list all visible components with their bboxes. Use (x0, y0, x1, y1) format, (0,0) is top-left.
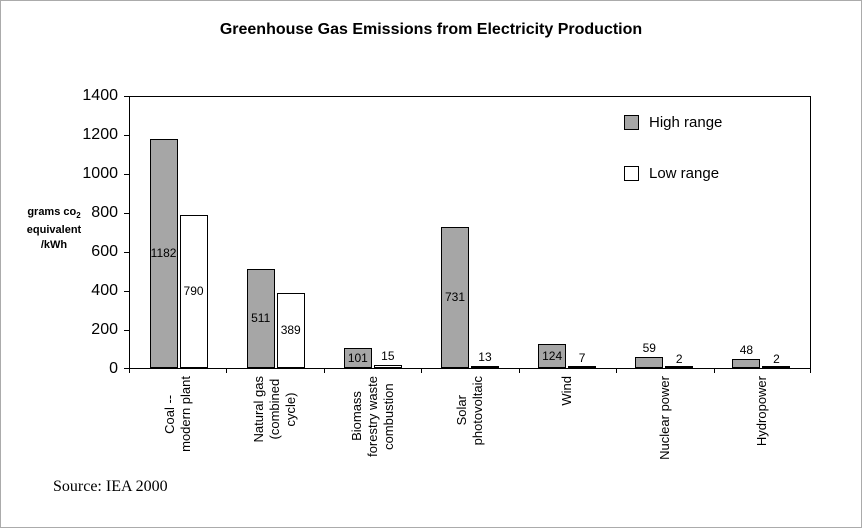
category-group: 59 2 (616, 97, 713, 368)
bar-value-label: 124 (542, 348, 563, 363)
low-range-bar (568, 366, 597, 368)
bar-value-label: 7 (578, 350, 586, 365)
y-tick-label: 800 (91, 204, 118, 221)
category-group: 731 13 (421, 97, 518, 368)
category-group: 48 2 (713, 97, 810, 368)
bar-value-label: 790 (183, 284, 204, 298)
bar-value-label: 15 (381, 349, 395, 364)
bar-value-label: 59 (642, 340, 656, 355)
y-tick-mark (124, 135, 129, 136)
bar-value-label: 101 (347, 350, 368, 365)
legend-label: High range (649, 114, 723, 131)
high-range-bar (635, 356, 664, 368)
x-label-cell: Solar photovoltaic (421, 376, 518, 488)
low-range-bar (373, 365, 402, 368)
bar-value-label: 2 (773, 351, 780, 366)
category-group: 511 389 (227, 97, 324, 368)
legend-swatch-low (624, 166, 639, 181)
x-tick-mark (421, 369, 422, 373)
bar-value-label: 13 (478, 349, 492, 364)
y-tick-label: 1000 (82, 165, 118, 182)
x-labels: Coal -- modern plant Natural gas (combine… (129, 376, 811, 488)
plot-area: 1182 790 511 389 101 15 731 13 124 7 59 2 48 2 High r… (129, 96, 811, 369)
legend-swatch-high (624, 115, 639, 130)
x-tick-mark (129, 369, 130, 373)
x-tick-mark (519, 369, 520, 373)
legend-item: High range (624, 114, 722, 131)
x-tick-mark (324, 369, 325, 373)
bar-value-label: 389 (280, 322, 301, 337)
y-tick-mark (124, 368, 129, 369)
y-tick-mark (124, 330, 129, 331)
x-tick-row (129, 369, 811, 374)
high-range-bar (538, 344, 567, 368)
x-category-label: Coal -- modern plant (161, 376, 193, 452)
y-unit-line1-text: grams co (27, 206, 77, 218)
y-tick-label: 0 (109, 360, 118, 377)
x-category-label: Biomass forestry waste combustion (348, 376, 396, 457)
y-tick-label: 600 (91, 243, 118, 260)
bar-value-label: 48 (739, 342, 754, 357)
source-note: Source: IEA 2000 (53, 478, 168, 495)
high-range-bar (343, 348, 372, 368)
y-tick-mark (124, 252, 129, 253)
x-label-cell: Biomass forestry waste combustion (324, 376, 421, 488)
high-range-bar (246, 269, 275, 368)
y-tick-mark (124, 213, 129, 214)
bar-value-label: 2 (675, 351, 683, 366)
x-tick-mark (616, 369, 617, 373)
category-group: 101 15 (324, 97, 421, 368)
y-tick-mark (124, 291, 129, 292)
low-range-bar (179, 215, 208, 368)
bar-value-label: 511 (251, 311, 271, 325)
low-range-bar (276, 292, 305, 368)
x-label-cell: Nuclear power (616, 376, 713, 488)
y-unit-line3: /kWh (40, 239, 68, 252)
x-category-label: Nuclear power (656, 376, 672, 460)
bar-value-label: 1182 (150, 246, 177, 261)
legend-label: Low range (649, 165, 720, 182)
x-tick-mark (226, 369, 227, 373)
y-unit-subscript: 2 (76, 211, 81, 221)
x-label-cell: Natural gas (combined cycle) (226, 376, 323, 488)
x-tick-mark (714, 369, 715, 373)
legend-item: Low range (624, 165, 722, 182)
y-unit-line1: grams co2 (9, 205, 99, 223)
y-tick-label: 200 (91, 321, 118, 338)
low-range-bar (762, 366, 791, 368)
low-range-bar (665, 366, 694, 368)
y-unit-line2: equivalent (26, 224, 82, 237)
bar-groups: 1182 790 511 389 101 15 731 13 124 7 59 2 48 2 (130, 97, 810, 368)
x-category-label: Solar photovoltaic (453, 376, 485, 446)
x-category-label: Hydropower (754, 376, 770, 447)
category-group: 124 7 (519, 97, 616, 368)
x-tick-mark (810, 369, 811, 373)
high-range-bar (149, 139, 178, 368)
chart-title: Greenhouse Gas Emissions from Electricit… (219, 21, 643, 38)
x-category-label: Wind (559, 376, 575, 406)
y-tick-label: 1400 (82, 87, 118, 104)
y-axis-unit-label: grams co2 equivalent /kWh (9, 205, 99, 253)
x-label-cell: Hydropower (714, 376, 811, 488)
y-tick-label: 1200 (82, 126, 118, 143)
category-group: 1182 790 (130, 97, 227, 368)
x-label-cell: Coal -- modern plant (129, 376, 226, 488)
legend: High range Low range (624, 114, 722, 216)
y-tick-label: 400 (91, 282, 118, 299)
y-axis: 0 200 400 600 800 1000 1200 1400 (1, 87, 129, 377)
x-category-label: Natural gas (combined cycle) (251, 376, 299, 443)
bar-value-label: 731 (444, 289, 465, 304)
y-tick-mark (124, 96, 129, 97)
x-label-cell: Wind (519, 376, 616, 488)
low-range-bar (470, 365, 499, 368)
y-tick-mark (124, 174, 129, 175)
high-range-bar (732, 358, 761, 368)
high-range-bar (440, 226, 469, 368)
